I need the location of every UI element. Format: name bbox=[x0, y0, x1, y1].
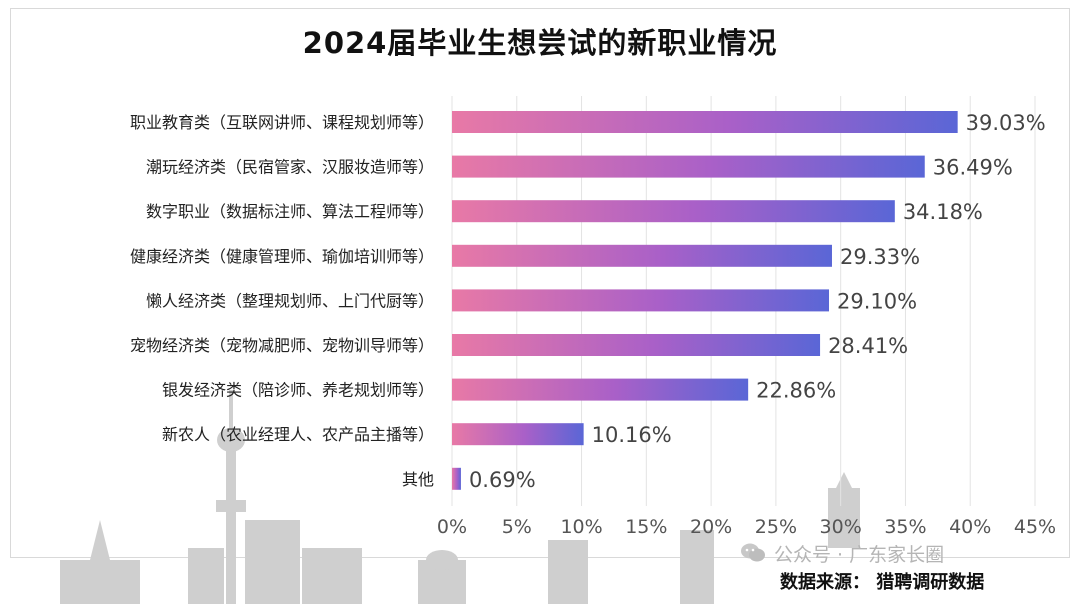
bar bbox=[452, 423, 584, 446]
value-label: 34.18% bbox=[903, 200, 983, 224]
value-label: 29.33% bbox=[840, 245, 920, 269]
x-tick-label: 20% bbox=[690, 516, 732, 538]
bar bbox=[452, 467, 461, 490]
x-tick-label: 40% bbox=[949, 516, 991, 538]
value-label: 22.86% bbox=[756, 379, 836, 403]
bar bbox=[452, 244, 832, 267]
value-label: 29.10% bbox=[837, 289, 917, 313]
x-tick-label: 0% bbox=[437, 516, 467, 538]
x-tick-label: 5% bbox=[502, 516, 532, 538]
category-label: 宠物经济类（宠物减肥师、宠物训导师等） bbox=[130, 336, 434, 355]
category-label: 职业教育类（互联网讲师、课程规划师等） bbox=[130, 113, 434, 132]
watermark: 公众号 · 广东家长圈 bbox=[740, 540, 944, 566]
bar bbox=[452, 155, 925, 178]
x-tick-label: 45% bbox=[1014, 516, 1056, 538]
x-tick-label: 25% bbox=[755, 516, 797, 538]
category-label: 其他 bbox=[402, 470, 434, 489]
bar bbox=[452, 378, 749, 401]
category-label: 银发经济类（陪诊师、养老规划师等） bbox=[162, 381, 434, 400]
category-label: 潮玩经济类（民宿管家、汉服妆造师等） bbox=[146, 158, 434, 177]
data-source-label: 数据来源： 猎聘调研数据 bbox=[780, 572, 985, 593]
bar bbox=[452, 111, 958, 133]
category-label: 懒人经济类（整理规划师、上门代厨等） bbox=[146, 291, 434, 310]
category-label: 健康经济类（健康管理师、瑜伽培训师等） bbox=[130, 247, 434, 266]
chart-frame bbox=[10, 8, 1070, 558]
watermark-text: 公众号 · 广东家长圈 bbox=[774, 543, 945, 566]
chart-title: 2024届毕业生想尝试的新职业情况 bbox=[302, 26, 778, 60]
category-label: 数字职业（数据标注师、算法工程师等） bbox=[146, 202, 434, 221]
x-tick-label: 15% bbox=[625, 516, 667, 538]
value-label: 0.69% bbox=[469, 468, 536, 492]
x-tick-label: 10% bbox=[560, 516, 602, 538]
x-tick-label: 30% bbox=[820, 516, 862, 538]
wechat-icon bbox=[741, 543, 765, 562]
bar bbox=[452, 200, 895, 223]
value-label: 36.49% bbox=[933, 156, 1013, 180]
value-label: 10.16% bbox=[592, 423, 672, 447]
bar bbox=[452, 289, 830, 312]
x-tick-label: 35% bbox=[884, 516, 926, 538]
value-label: 39.03% bbox=[966, 111, 1046, 135]
bar bbox=[452, 334, 821, 356]
value-label: 28.41% bbox=[828, 334, 908, 358]
category-label: 新农人（农业经理人、农产品主播等） bbox=[162, 425, 434, 444]
